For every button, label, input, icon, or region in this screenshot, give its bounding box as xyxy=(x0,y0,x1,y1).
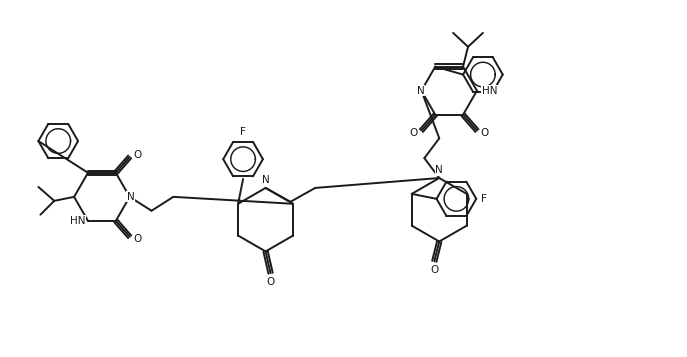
Text: HN: HN xyxy=(482,86,497,96)
Text: O: O xyxy=(481,127,489,137)
Text: F: F xyxy=(240,127,246,137)
Text: O: O xyxy=(267,277,275,287)
Text: N: N xyxy=(262,175,269,185)
Text: N: N xyxy=(416,86,425,96)
Text: O: O xyxy=(133,150,142,160)
Text: HN: HN xyxy=(69,216,85,226)
Text: N: N xyxy=(127,192,135,202)
Text: O: O xyxy=(409,127,418,137)
Text: F: F xyxy=(482,194,487,204)
Text: O: O xyxy=(430,265,438,275)
Text: O: O xyxy=(133,234,142,244)
Text: N: N xyxy=(436,165,443,175)
